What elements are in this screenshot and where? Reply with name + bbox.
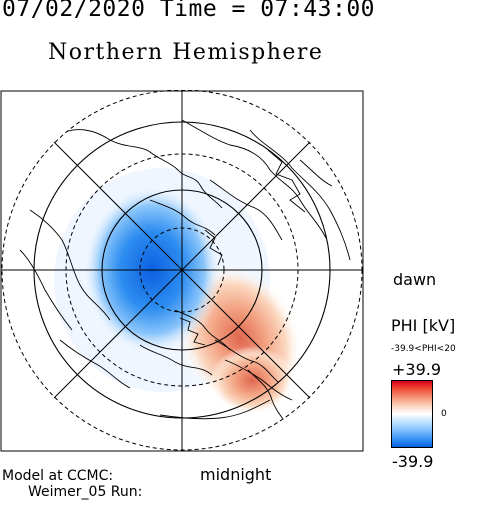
colorbar — [391, 380, 433, 448]
polar-potential-map — [0, 90, 364, 452]
meridian-lines — [1, 91, 363, 451]
colorbar-range: -39.9<PHI<20 — [391, 344, 456, 354]
dawn-label: dawn — [393, 270, 437, 289]
model-run: Weimer_05 Run: — [28, 484, 143, 500]
date-time-header: 07/02/2020 Time = 07:43:00 — [2, 0, 376, 22]
hemisphere-title: Northern Hemisphere — [48, 40, 324, 65]
colorbar-zero-label: 0 — [441, 409, 447, 419]
colorbar-max-label: +39.9 — [392, 360, 442, 379]
coastlines — [19, 119, 351, 431]
model-credit: Model at CCMC: — [2, 468, 114, 484]
midnight-label: midnight — [200, 465, 272, 484]
colorbar-title: PHI [kV] — [391, 316, 456, 335]
colorbar-min-label: -39.9 — [392, 452, 434, 471]
